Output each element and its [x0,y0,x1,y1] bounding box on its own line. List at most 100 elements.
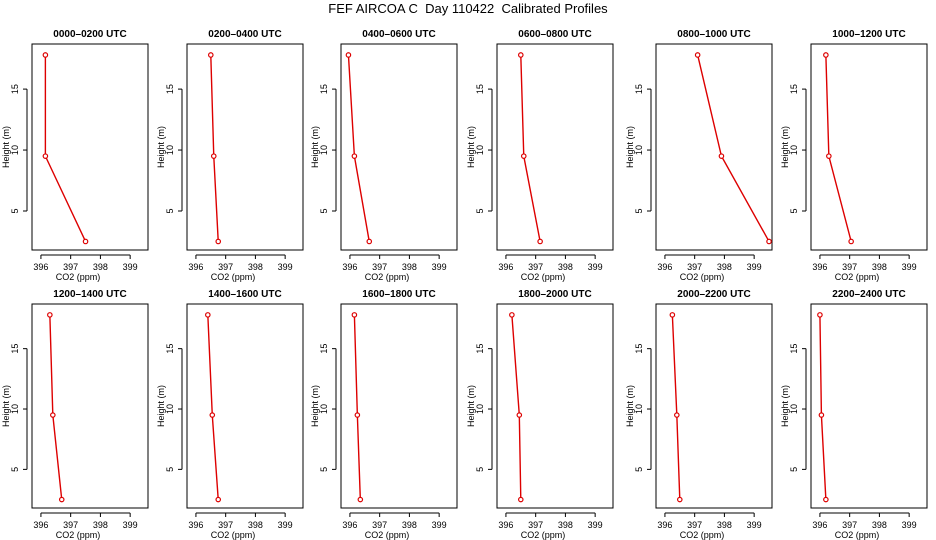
y-tick-label: 5 [634,467,644,472]
plot-frame [810,43,928,251]
data-point [826,153,832,159]
x-tick-label: 398 [558,520,573,530]
x-tick-label: 397 [528,262,543,272]
x-tick-label: 396 [812,262,827,272]
x-tick-label: 398 [402,262,417,272]
data-point [47,312,53,318]
y-tick-label: 15 [634,344,644,354]
y-tick-label: 10 [475,404,485,414]
chart-title: 1000–1200 UTC [832,29,905,40]
y-tick-label: 15 [475,84,485,94]
data-point [42,52,49,58]
plot-frame [496,303,614,509]
x-tick-label: 399 [588,520,603,530]
x-tick-label: 396 [33,262,48,272]
data-point [351,312,358,318]
page-title: FEF AIRCOA C Day 110422 Calibrated Profi… [328,1,608,16]
x-tick-label: 398 [93,262,108,272]
chart-title: 0800–1000 UTC [677,29,750,40]
y-tick-label: 5 [475,467,485,472]
y-tick-label: 5 [789,467,799,472]
y-tick-label: 5 [475,208,485,213]
x-tick-label: 397 [63,520,78,530]
series-line [353,314,362,500]
y-tick-label: 15 [475,344,485,354]
data-point [50,412,56,418]
y-axis-label: Height (m) [156,385,166,427]
x-tick-label: 399 [123,262,138,272]
x-axis-label: CO2 (ppm) [211,272,256,282]
data-point [676,496,683,503]
y-tick-label: 10 [10,145,20,155]
x-tick-label: 398 [248,520,263,530]
y-tick-label: 5 [10,208,20,213]
x-tick-label: 398 [717,520,732,530]
data-point [694,52,701,58]
chart-panel-10: 1800–2000 UTC 396 397 398 399 CO2 (ppm) 5 10 15 H… [466,289,614,540]
x-tick-label: 397 [528,520,543,530]
x-tick-label: 396 [33,520,48,530]
x-tick-label: 397 [842,520,857,530]
x-tick-label: 398 [872,262,887,272]
data-point [520,153,527,159]
x-tick-label: 399 [278,520,293,530]
y-axis-label: Height (m) [1,126,11,168]
x-tick-label: 398 [717,262,732,272]
x-tick-label: 398 [872,520,887,530]
chart-title: 1800–2000 UTC [518,289,591,300]
x-axis-label: CO2 (ppm) [835,530,880,540]
series-line [696,54,770,242]
y-tick-label: 5 [165,208,175,213]
series-line [347,54,370,242]
chart-panel-2: 0200–0400 UTC 396 397 398 399 CO2 (ppm) 5 10 15 H… [156,29,304,282]
data-point [42,153,49,159]
chart-panel-12: 2200–2400 UTC 396 397 398 399 CO2 (ppm) 5 10 15 H… [780,289,928,540]
data-point [205,312,211,318]
series-line [520,54,541,242]
x-tick-label: 399 [902,262,917,272]
data-point [537,238,543,245]
x-tick-label: 396 [342,262,357,272]
plot-frame [340,303,458,509]
x-axis-label: CO2 (ppm) [521,530,566,540]
x-tick-label: 397 [372,262,387,272]
x-tick-label: 398 [558,262,573,272]
y-tick-label: 10 [789,404,799,414]
x-tick-label: 399 [747,262,762,272]
data-point [357,496,364,503]
chart-title: 2000–2200 UTC [677,289,750,300]
series-line [44,54,87,242]
chart-panel-1: 0000–0200 UTC 396 397 398 399 CO2 (ppm) 5 10 15 H… [1,29,149,282]
chart-title: 0200–0400 UTC [208,29,281,40]
x-tick-label: 396 [342,520,357,530]
y-tick-label: 15 [789,344,799,354]
chart-title: 2200–2400 UTC [832,289,905,300]
y-axis-label: Height (m) [466,126,476,168]
x-tick-label: 399 [588,262,603,272]
chart-title: 1400–1600 UTC [208,289,281,300]
data-point [209,412,216,418]
data-point [823,52,829,58]
x-tick-label: 396 [812,520,827,530]
x-tick-label: 398 [248,262,263,272]
y-tick-label: 15 [165,84,175,94]
x-tick-label: 397 [687,520,702,530]
chart-panel-9: 1600–1800 UTC 396 397 398 399 CO2 (ppm) 5 10 15 H… [310,289,458,540]
y-tick-label: 15 [165,344,175,354]
plot-frame [186,303,304,509]
series-line [210,54,219,242]
x-tick-label: 396 [188,262,203,272]
data-point [354,412,361,418]
chart-title: 1600–1800 UTC [362,289,435,300]
data-point [82,238,89,245]
x-tick-label: 399 [123,520,138,530]
y-tick-label: 15 [10,84,20,94]
chart-title: 0400–0600 UTC [362,29,435,40]
y-tick-label: 15 [634,84,644,94]
x-tick-label: 396 [498,520,513,530]
y-axis-label: Height (m) [780,385,790,427]
x-axis-label: CO2 (ppm) [211,530,256,540]
y-tick-label: 10 [475,145,485,155]
plot-frame [31,303,149,509]
plot-frame [655,303,773,509]
